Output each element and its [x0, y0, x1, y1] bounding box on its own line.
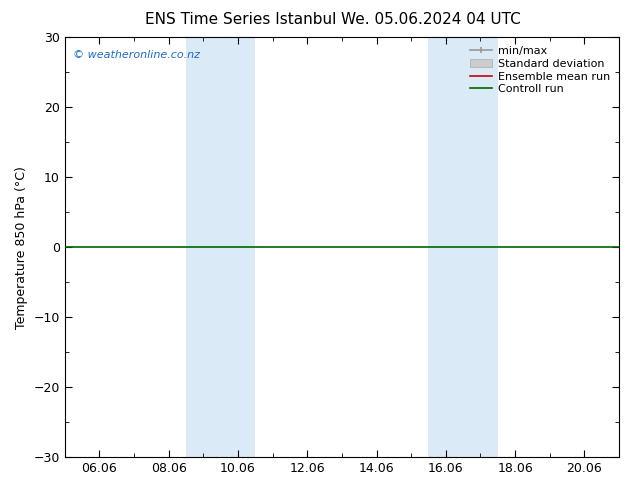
Text: We. 05.06.2024 04 UTC: We. 05.06.2024 04 UTC	[341, 12, 521, 27]
Bar	[186, 37, 256, 457]
Text: © weatheronline.co.nz: © weatheronline.co.nz	[73, 50, 200, 60]
Text: ENS Time Series Istanbul: ENS Time Series Istanbul	[145, 12, 337, 27]
Y-axis label: Temperature 850 hPa (°C): Temperature 850 hPa (°C)	[15, 166, 28, 329]
Legend: min/max, Standard deviation, Ensemble mean run, Controll run: min/max, Standard deviation, Ensemble me…	[467, 43, 614, 98]
Bar	[429, 37, 498, 457]
